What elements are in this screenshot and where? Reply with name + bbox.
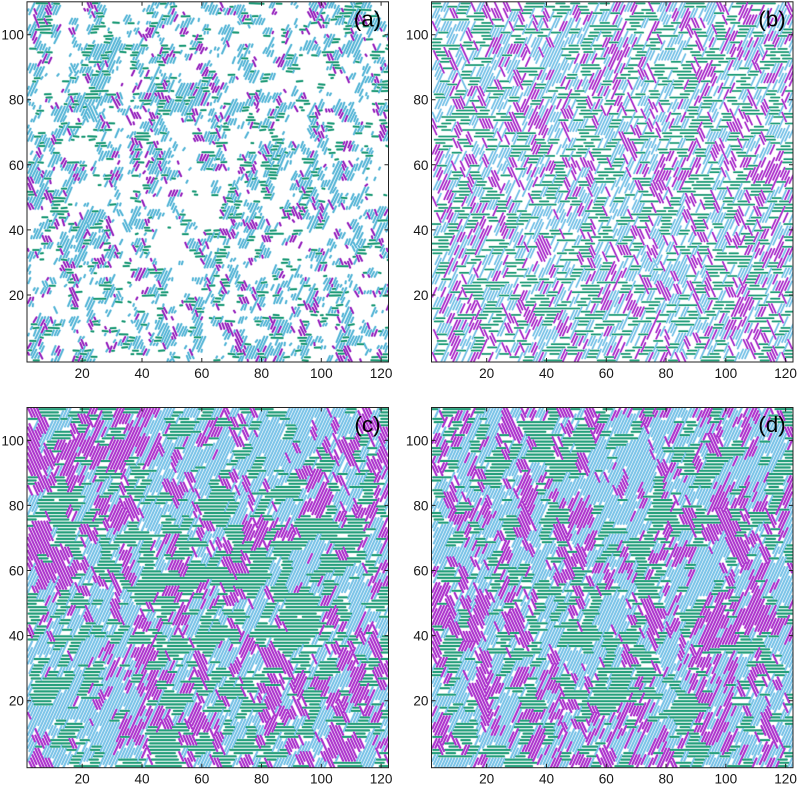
- svg-text:80: 80: [9, 498, 25, 513]
- svg-text:100: 100: [310, 772, 333, 787]
- svg-text:60: 60: [194, 366, 210, 381]
- svg-text:20: 20: [413, 288, 429, 303]
- svg-text:40: 40: [9, 223, 25, 238]
- svg-text:100: 100: [1, 433, 24, 448]
- svg-text:120: 120: [774, 366, 797, 381]
- svg-text:40: 40: [539, 772, 555, 787]
- svg-text:100: 100: [714, 366, 737, 381]
- svg-text:60: 60: [413, 564, 429, 579]
- svg-text:120: 120: [370, 772, 393, 787]
- svg-text:20: 20: [479, 772, 495, 787]
- svg-text:80: 80: [9, 93, 25, 108]
- svg-text:80: 80: [658, 772, 674, 787]
- svg-text:80: 80: [254, 366, 270, 381]
- svg-text:(d): (d): [758, 412, 786, 437]
- svg-text:40: 40: [134, 772, 150, 787]
- svg-text:60: 60: [9, 158, 25, 173]
- svg-text:40: 40: [9, 629, 25, 644]
- svg-text:60: 60: [413, 158, 429, 173]
- svg-text:20: 20: [413, 694, 429, 709]
- svg-text:60: 60: [9, 564, 25, 579]
- svg-text:20: 20: [9, 288, 25, 303]
- svg-text:100: 100: [1, 28, 24, 43]
- svg-text:40: 40: [539, 366, 555, 381]
- svg-text:80: 80: [413, 93, 429, 108]
- svg-text:120: 120: [370, 366, 393, 381]
- svg-text:40: 40: [413, 629, 429, 644]
- svg-text:60: 60: [194, 772, 210, 787]
- svg-text:100: 100: [714, 772, 737, 787]
- svg-text:100: 100: [406, 28, 429, 43]
- svg-text:20: 20: [75, 772, 91, 787]
- svg-text:100: 100: [310, 366, 333, 381]
- svg-text:40: 40: [134, 366, 150, 381]
- svg-text:100: 100: [406, 433, 429, 448]
- svg-text:20: 20: [9, 694, 25, 709]
- svg-text:(b): (b): [758, 6, 786, 31]
- svg-text:80: 80: [413, 498, 429, 513]
- svg-text:20: 20: [75, 366, 91, 381]
- svg-text:40: 40: [413, 223, 429, 238]
- svg-text:(a): (a): [354, 6, 382, 31]
- svg-text:60: 60: [599, 366, 615, 381]
- svg-text:20: 20: [479, 366, 495, 381]
- svg-text:120: 120: [774, 772, 797, 787]
- svg-text:60: 60: [599, 772, 615, 787]
- svg-text:80: 80: [658, 366, 674, 381]
- svg-text:80: 80: [254, 772, 270, 787]
- svg-text:(c): (c): [354, 412, 380, 437]
